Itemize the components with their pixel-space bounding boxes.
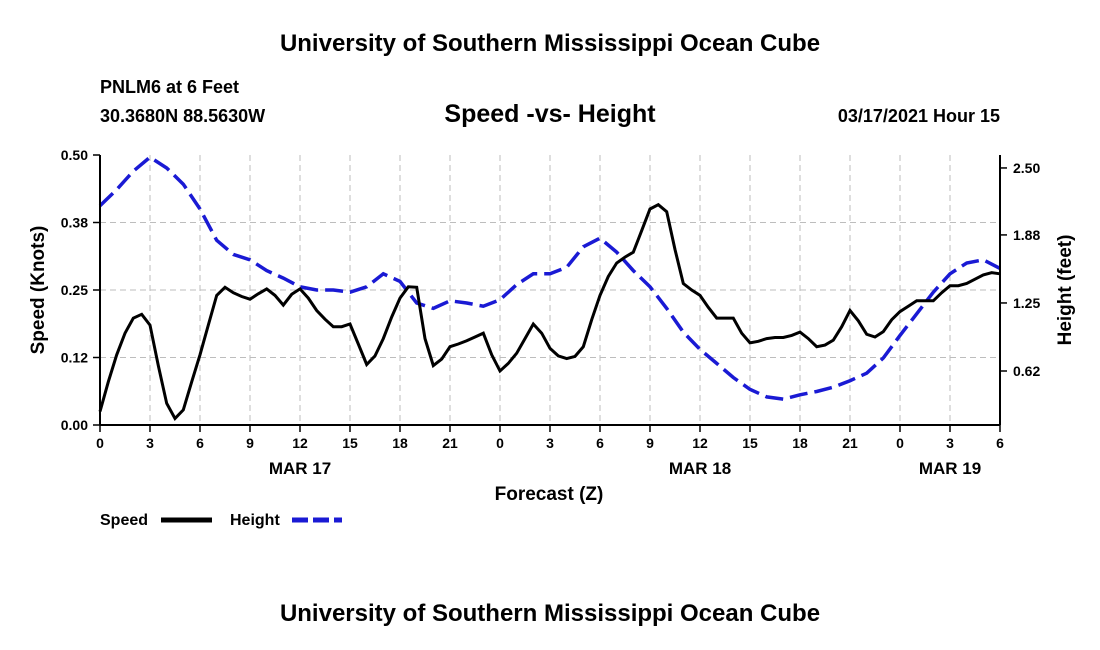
- station-label: PNLM6 at 6 Feet: [100, 77, 240, 97]
- x-tick-label: 3: [146, 435, 154, 451]
- y-tick-label: 0.50: [61, 147, 88, 163]
- date-label: MAR 19: [919, 459, 981, 478]
- x-tick-label: 21: [842, 435, 858, 451]
- date-label: MAR 17: [269, 459, 331, 478]
- x-tick-label: 9: [646, 435, 654, 451]
- x-tick-label: 18: [792, 435, 808, 451]
- plot-frame: [99, 155, 1001, 426]
- height-series-line: [98, 155, 1001, 401]
- x-tick-label: 12: [692, 435, 708, 451]
- speed-series-line: [98, 202, 1001, 422]
- x-tick-label: 3: [946, 435, 954, 451]
- x-tick-label: 12: [292, 435, 308, 451]
- x-tick-label: 21: [442, 435, 458, 451]
- x-tick-label: 3: [546, 435, 554, 451]
- gridlines: [100, 155, 1000, 425]
- y-axis-ticks: 0.00 0.12 0.25 0.38 0.50: [61, 147, 100, 433]
- x-tick-label: 0: [496, 435, 504, 451]
- coords-label: 30.3680N 88.5630W: [100, 106, 266, 126]
- x-axis-label: Forecast (Z): [495, 484, 604, 505]
- y2-axis-ticks: 0.62 1.25 1.88 2.50: [1000, 160, 1040, 379]
- y2-tick-label: 1.88: [1013, 227, 1040, 243]
- y2-tick-label: 0.62: [1013, 363, 1040, 379]
- bottom-title: University of Southern Mississippi Ocean…: [279, 600, 821, 627]
- y-tick-label: 0.38: [61, 215, 88, 231]
- x-tick-label: 15: [742, 435, 758, 451]
- x-tick-label: 6: [196, 435, 204, 451]
- top-title: University of Southern Mississippi Ocean…: [279, 30, 821, 57]
- x-tick-label: 0: [896, 435, 904, 451]
- x-axis-ticks: 0 3 6 9 12 15 18 21 0 3 6 9 12 15 18 21 0 3 6: [96, 425, 1004, 451]
- y-axis-label: Speed (Knots): [28, 226, 49, 355]
- x-tick-label: 9: [246, 435, 254, 451]
- legend-height-label: Height: [230, 512, 280, 529]
- chart-title: Speed -vs- Height: [444, 100, 656, 128]
- x-tick-label: 15: [342, 435, 358, 451]
- legend-speed-label: Speed: [100, 512, 148, 529]
- y-tick-label: 0.25: [61, 282, 88, 298]
- y2-axis-label: Height (feet): [1055, 235, 1076, 346]
- x-tick-label: 0: [96, 435, 104, 451]
- date-labels: MAR 17 MAR 18 MAR 19: [269, 459, 981, 478]
- date-label: 03/17/2021 Hour 15: [837, 106, 1000, 126]
- x-tick-label: 18: [392, 435, 408, 451]
- x-tick-label: 6: [596, 435, 604, 451]
- y-tick-label: 0.00: [61, 417, 88, 433]
- x-tick-label: 6: [996, 435, 1004, 451]
- date-label: MAR 18: [669, 459, 731, 478]
- y-tick-label: 0.12: [61, 350, 88, 366]
- y2-tick-label: 2.50: [1013, 160, 1040, 176]
- y2-tick-label: 1.25: [1013, 295, 1040, 311]
